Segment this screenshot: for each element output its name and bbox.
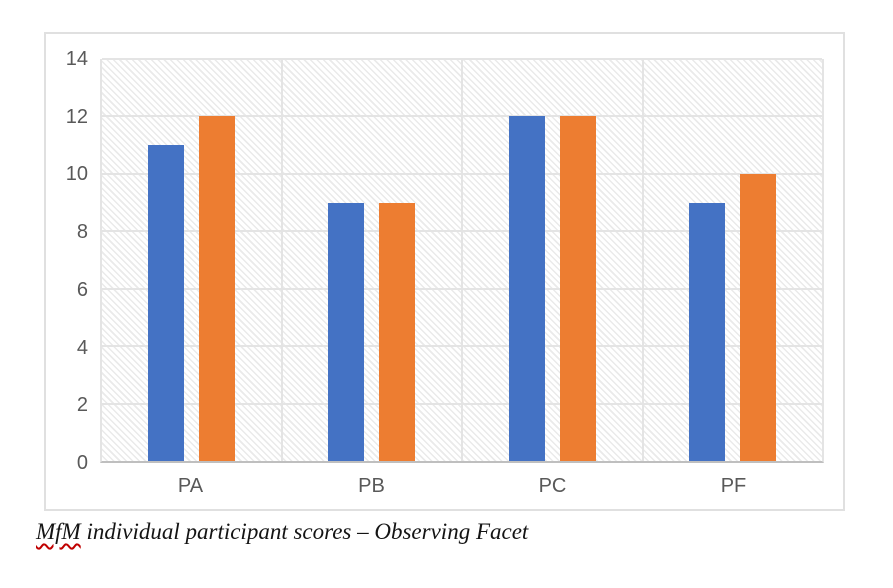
x-tick-label-pc: PC	[538, 475, 567, 497]
y-tick-label-14: 14	[65, 48, 88, 70]
category-cell-pf	[644, 59, 823, 461]
bar-pa-series-orange[interactable]	[198, 116, 235, 461]
x-tick-label-pb: PB	[358, 475, 385, 497]
chart-caption[interactable]: MfM individual participant scores – Obse…	[36, 518, 856, 546]
category-cell-pc	[463, 59, 644, 461]
bar-pa-series-blue[interactable]	[147, 145, 184, 461]
bar-pb-series-orange[interactable]	[379, 202, 416, 461]
bar-pf-series-blue[interactable]	[689, 202, 726, 461]
y-tick-label-8: 8	[76, 221, 88, 244]
bar-pc-series-blue[interactable]	[508, 116, 545, 461]
category-cells	[102, 59, 822, 461]
y-tick-label-4: 4	[76, 336, 88, 359]
bar-pb-series-blue[interactable]	[328, 202, 365, 461]
category-cell-pa	[102, 59, 283, 461]
bar-chart[interactable]: 0 2 4 6 8 10 12 14 PA PB PC PF	[44, 32, 845, 511]
bar-pf-series-orange[interactable]	[740, 173, 777, 461]
y-tick-label-6: 6	[76, 278, 88, 301]
y-tick-label-10: 10	[65, 163, 88, 186]
bar-pc-series-orange[interactable]	[559, 116, 596, 461]
y-tick-label-12: 12	[65, 105, 88, 128]
x-tick-label-pa: PA	[177, 475, 204, 497]
y-axis-tick-labels: 0 2 4 6 8 10 12 14	[48, 49, 88, 473]
y-tick-label-2: 2	[76, 394, 88, 417]
caption-misspelled-word: MfM	[36, 519, 81, 544]
caption-text: individual participant scores – Observin…	[80, 519, 529, 544]
x-axis-tick-labels: PA PB PC PF	[100, 474, 824, 498]
x-tick-label-pf: PF	[720, 475, 747, 497]
category-cell-pb	[283, 59, 463, 461]
plot-area	[100, 58, 824, 463]
y-tick-label-0: 0	[76, 452, 88, 474]
